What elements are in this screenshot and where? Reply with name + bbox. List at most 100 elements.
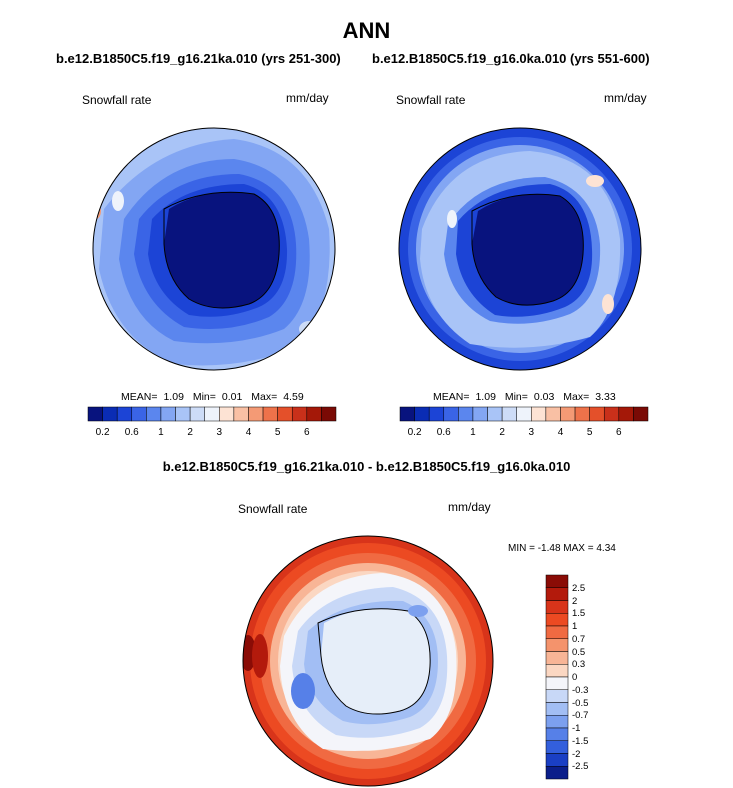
- difference-colorbar-label: 1: [572, 621, 578, 632]
- diff-minmax-label: MIN = -1.48 MAX = 4.34: [508, 543, 616, 554]
- difference-colorbar-segment: [545, 587, 569, 601]
- right-colorbar-segment: [501, 406, 517, 422]
- difference-colorbar-label: 1.5: [572, 608, 586, 620]
- difference-colorbar-segment: [545, 753, 569, 767]
- right-colorbar-segment: [633, 406, 649, 422]
- right-colorbar-tick-label: 4: [558, 427, 564, 438]
- left-colorbar-tick-label: 0.2: [96, 427, 110, 438]
- right-colorbar-segment: [545, 406, 561, 422]
- right-colorbar-tick-label: 0.6: [437, 427, 451, 438]
- right-colorbar-tick-label: 1: [470, 427, 476, 438]
- left-colorbar-tick-label: 2: [187, 427, 193, 438]
- difference-colorbar-segment: [545, 766, 569, 780]
- right-max-value: 3.33: [595, 391, 616, 403]
- left-min-value: 0.01: [221, 391, 243, 403]
- left-colorbar-segment: [160, 406, 176, 422]
- left-colorbar-segment: [306, 406, 322, 422]
- left-mean-label: MEAN=: [121, 391, 158, 403]
- difference-colorbar-label: -0.3: [572, 684, 589, 696]
- left-colorbar-segment: [291, 406, 308, 422]
- right-colorbar-segment: [458, 406, 474, 422]
- left-run-title: b.e12.B1850C5.f19_g16.21ka.010 (yrs 251-…: [56, 51, 341, 66]
- left-variable-label: Snowfall rate: [82, 93, 152, 107]
- difference-colorbar-segment: [545, 574, 569, 588]
- left-colorbar-tick-label: 3: [217, 427, 223, 438]
- left-colorbar-segment: [248, 406, 264, 422]
- right-colorbar-segment: [443, 406, 459, 422]
- difference-colorbar-label: 0.5: [572, 646, 586, 658]
- diff-units-label: mm/day: [448, 500, 491, 514]
- difference-polar-map: [242, 535, 494, 787]
- left-colorbar-segment: [219, 406, 235, 422]
- difference-colorbar-segment: [545, 689, 569, 703]
- difference-colorbar-segment: [545, 600, 569, 614]
- right-colorbar: 0.2 0.6 1 2 3 4 5 6: [399, 406, 649, 438]
- left-colorbar-segment: [321, 406, 337, 422]
- left-colorbar-tick-label: 4: [246, 427, 252, 438]
- left-colorbar-segment: [262, 406, 278, 422]
- left-colorbar: 0.2 0.6 1 2 3 4 5 6: [87, 406, 337, 438]
- left-colorbar-segment: [233, 406, 249, 422]
- left-colorbar-segment: [175, 406, 191, 422]
- left-mean-value: 1.09: [163, 391, 184, 403]
- right-colorbar-tick-label: 5: [587, 427, 593, 438]
- difference-colorbar-label: -0.7: [572, 710, 589, 722]
- left-colorbar-segment: [131, 406, 147, 422]
- right-colorbar-segment: [399, 406, 415, 422]
- right-max-label: Max=: [563, 391, 590, 403]
- difference-colorbar-segment: [545, 613, 569, 627]
- right-colorbar-segment: [472, 406, 488, 422]
- left-max-value: 4.59: [283, 391, 304, 403]
- right-colorbar-segment: [618, 406, 634, 422]
- right-polar-map: [398, 127, 642, 371]
- diff-variable-label: Snowfall rate: [238, 502, 308, 516]
- difference-colorbar-label: -1: [572, 723, 581, 734]
- left-colorbar-segment: [102, 406, 118, 422]
- left-polar-map: [92, 127, 336, 371]
- difference-colorbar-label: -2: [572, 748, 581, 760]
- difference-colorbar-segment: [545, 676, 569, 690]
- difference-colorbar-label: 0.7: [572, 633, 586, 645]
- difference-colorbar-label: 0.3: [572, 659, 586, 671]
- difference-colorbar-label: -1.5: [572, 735, 589, 747]
- right-colorbar-segment: [574, 406, 590, 422]
- right-colorbar-tick-label: 0.2: [408, 427, 422, 438]
- right-colorbar-tick-label: 2: [499, 427, 505, 438]
- left-colorbar-tick-label: 6: [304, 427, 310, 438]
- right-colorbar-segment: [414, 406, 430, 422]
- difference-colorbar-segment: [545, 702, 569, 716]
- difference-colorbar-label: 2.5: [572, 582, 586, 594]
- left-colorbar-segment: [277, 406, 293, 422]
- right-colorbar-segment: [560, 406, 576, 422]
- left-colorbar-tick-label: 0.6: [125, 427, 139, 438]
- right-colorbar-tick-label: 6: [616, 427, 622, 438]
- left-units-label: mm/day: [286, 91, 329, 105]
- right-stats: MEAN= 1.09 Min= 0.03 Max= 3.33: [433, 391, 622, 403]
- page-title: ANN: [342, 18, 391, 43]
- left-stats: MEAN= 1.09 Min= 0.01 Max= 4.59: [121, 391, 310, 403]
- left-colorbar-segment: [146, 406, 162, 422]
- right-mean-value: 1.09: [475, 391, 496, 403]
- left-colorbar-segment: [189, 406, 205, 422]
- left-max-label: Max=: [251, 391, 278, 403]
- left-colorbar-segment: [116, 406, 133, 422]
- right-min-label: Min=: [504, 391, 528, 403]
- right-colorbar-segment: [603, 406, 620, 422]
- difference-colorbar-label: 2: [572, 595, 578, 607]
- right-run-title: b.e12.B1850C5.f19_g16.0ka.010 (yrs 551-6…: [372, 51, 650, 66]
- right-units-label: mm/day: [604, 91, 647, 105]
- right-colorbar-segment: [516, 406, 532, 422]
- right-colorbar-tick-label: 3: [529, 427, 535, 438]
- right-variable-label: Snowfall rate: [396, 93, 466, 107]
- difference-colorbar-segment: [545, 740, 569, 754]
- right-min-value: 0.03: [533, 391, 555, 403]
- left-colorbar-segment: [87, 406, 103, 422]
- left-colorbar-segment: [204, 406, 220, 422]
- left-colorbar-tick-label: 1: [158, 427, 164, 438]
- difference-title: b.e12.B1850C5.f19_g16.21ka.010 - b.e12.B…: [162, 459, 571, 474]
- difference-colorbar-segment: [545, 625, 569, 639]
- difference-colorbar-segment: [545, 651, 569, 665]
- difference-colorbar-segment: [545, 727, 569, 741]
- difference-colorbar: [545, 574, 569, 780]
- right-colorbar-segment: [531, 406, 547, 422]
